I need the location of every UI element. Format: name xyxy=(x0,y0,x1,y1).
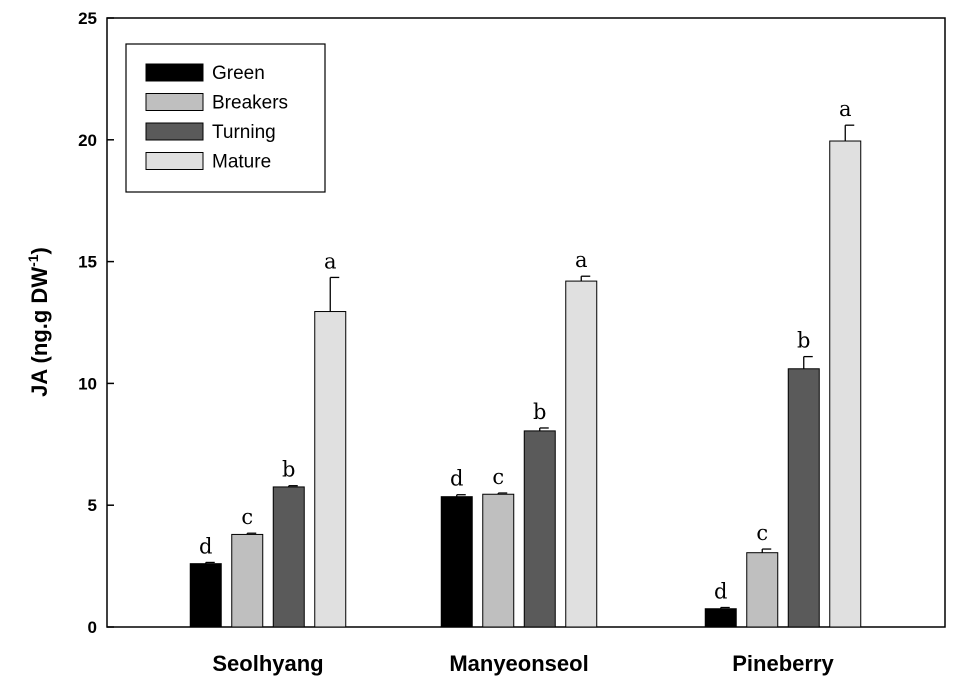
bar-turning-seolhyang xyxy=(272,486,305,628)
y-tick-label: 20 xyxy=(78,131,97,150)
legend-label-green: Green xyxy=(212,63,265,84)
significance-letter: c xyxy=(241,505,253,529)
bar-green-seolhyang xyxy=(189,563,222,628)
y-tick-label: 10 xyxy=(78,374,97,393)
significance-letter: c xyxy=(756,521,768,545)
y-tick-label: 0 xyxy=(88,618,97,637)
x-category-label: Manyeonseol xyxy=(449,651,588,676)
x-category-label: Seolhyang xyxy=(212,651,323,676)
significance-letter: b xyxy=(797,329,810,353)
y-axis-label-close: ) xyxy=(27,247,52,254)
x-category-label: Pineberry xyxy=(732,651,834,676)
bar-mature-pineberry xyxy=(829,140,862,628)
bar-breakers-seolhyang xyxy=(231,533,264,628)
significance-letter: a xyxy=(575,248,588,272)
bar-turning-pineberry xyxy=(787,368,820,628)
significance-letter: c xyxy=(492,465,504,489)
legend-label-mature: Mature xyxy=(212,152,271,173)
significance-letter: a xyxy=(324,249,337,273)
y-tick-label: 25 xyxy=(78,9,97,28)
significance-letter: b xyxy=(533,400,546,424)
legend-swatch-breakers xyxy=(145,93,204,111)
bar-green-manyeonseol xyxy=(440,496,473,628)
significance-letter: d xyxy=(450,467,463,491)
legend-swatch-turning xyxy=(145,122,204,141)
significance-letter: d xyxy=(714,580,727,604)
y-axis-label-text: JA (ng.g DW xyxy=(27,267,52,397)
y-tick-label: 5 xyxy=(88,496,97,515)
legend: Green Breakers Turning Mature xyxy=(125,43,326,193)
error-bar-group xyxy=(205,124,855,609)
significance-letter: a xyxy=(839,97,852,121)
y-tick-label: 15 xyxy=(78,253,97,272)
y-axis: 0 5 10 15 20 25 xyxy=(78,9,114,637)
y-axis-label: JA (ng.g DW-1) xyxy=(25,247,52,397)
bar-green-pineberry xyxy=(704,608,737,628)
legend-swatch-mature xyxy=(145,152,204,170)
bar-breakers-pineberry xyxy=(746,552,779,628)
x-axis: Seolhyang Manyeonseol Pineberry xyxy=(212,651,834,676)
significance-letter-group: d d d c c c b b b a a a xyxy=(199,97,851,603)
bar-mature-manyeonseol xyxy=(565,280,598,628)
legend-label-turning: Turning xyxy=(212,122,276,143)
significance-letter: b xyxy=(282,458,295,482)
y-axis-label-superscript: -1 xyxy=(25,254,41,267)
svg-text:JA (ng.g DW-1): JA (ng.g DW-1) xyxy=(25,247,52,397)
significance-letter: d xyxy=(199,534,212,558)
legend-label-breakers: Breakers xyxy=(212,93,288,114)
bar-breakers-manyeonseol xyxy=(482,493,515,628)
bar-series-group xyxy=(189,140,862,628)
bar-turning-manyeonseol xyxy=(523,430,556,628)
bar-mature-seolhyang xyxy=(314,311,347,628)
legend-swatch-green xyxy=(145,63,204,82)
